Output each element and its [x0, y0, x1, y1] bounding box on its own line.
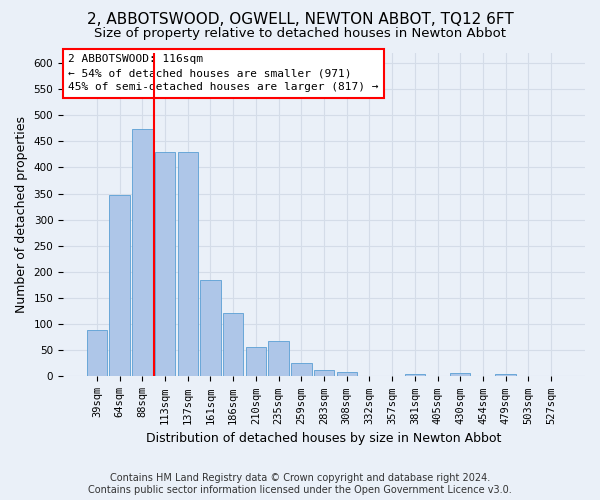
- Bar: [178, 152, 198, 376]
- Bar: [404, 374, 425, 376]
- Bar: [109, 194, 130, 376]
- Bar: [314, 370, 334, 376]
- Bar: [200, 280, 221, 376]
- Text: 2, ABBOTSWOOD, OGWELL, NEWTON ABBOT, TQ12 6FT: 2, ABBOTSWOOD, OGWELL, NEWTON ABBOT, TQ1…: [86, 12, 514, 28]
- Bar: [268, 341, 289, 376]
- Text: Contains HM Land Registry data © Crown copyright and database right 2024.
Contai: Contains HM Land Registry data © Crown c…: [88, 474, 512, 495]
- Text: Size of property relative to detached houses in Newton Abbot: Size of property relative to detached ho…: [94, 28, 506, 40]
- Bar: [155, 152, 175, 376]
- Bar: [132, 130, 152, 376]
- X-axis label: Distribution of detached houses by size in Newton Abbot: Distribution of detached houses by size …: [146, 432, 502, 445]
- Bar: [496, 374, 516, 376]
- Bar: [450, 373, 470, 376]
- Bar: [337, 372, 357, 376]
- Bar: [291, 364, 311, 376]
- Y-axis label: Number of detached properties: Number of detached properties: [15, 116, 28, 313]
- Bar: [223, 312, 244, 376]
- Bar: [87, 330, 107, 376]
- Bar: [245, 346, 266, 376]
- Text: 2 ABBOTSWOOD: 116sqm
← 54% of detached houses are smaller (971)
45% of semi-deta: 2 ABBOTSWOOD: 116sqm ← 54% of detached h…: [68, 54, 379, 92]
